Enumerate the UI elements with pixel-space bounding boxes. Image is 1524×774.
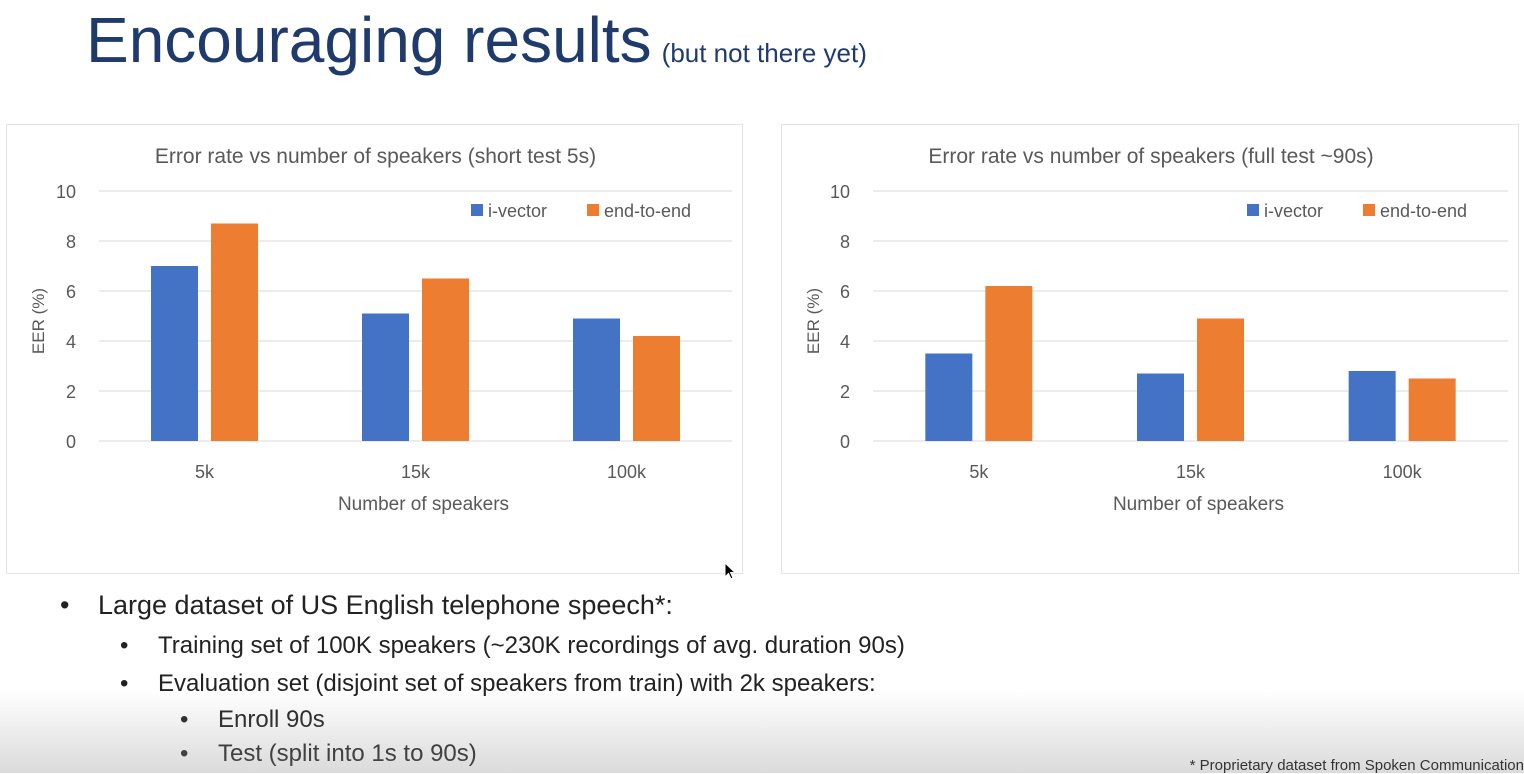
y-tick-label: 8: [840, 232, 850, 252]
legend-swatch: [471, 204, 483, 216]
y-tick-label: 10: [830, 182, 850, 202]
bar-end-to-end-100k: [633, 336, 680, 441]
x-tick-label: 15k: [401, 462, 431, 482]
y-tick-label: 2: [840, 382, 850, 402]
y-axis-label: EER (%): [29, 288, 48, 354]
y-tick-label: 4: [840, 332, 850, 352]
bullet-item-evaluation: • Evaluation set (disjoint set of speake…: [120, 670, 876, 698]
y-tick-label: 2: [66, 382, 76, 402]
bar-i-vector-15k: [1137, 373, 1184, 441]
chart-panel-short-test: Error rate vs number of speakers (short …: [6, 124, 743, 574]
bullet-text: Large dataset of US English telephone sp…: [98, 590, 673, 620]
y-tick-label: 10: [56, 182, 76, 202]
y-tick-label: 0: [66, 432, 76, 452]
slide-subtitle: (but not there yet): [661, 38, 867, 68]
mouse-cursor-icon: [724, 562, 737, 580]
bar-i-vector-15k: [362, 313, 409, 441]
y-axis-label: EER (%): [804, 288, 823, 354]
y-tick-label: 8: [66, 232, 76, 252]
legend-label: end-to-end: [604, 201, 691, 221]
x-tick-label: 15k: [1176, 462, 1206, 482]
x-tick-label: 100k: [607, 462, 647, 482]
bar-end-to-end-100k: [1408, 378, 1456, 441]
bar-end-to-end-5k: [211, 223, 258, 441]
slide-title-text: Encouraging results: [86, 4, 652, 76]
legend-label: i-vector: [1264, 201, 1323, 221]
footnote: * Proprietary dataset from Spoken Commun…: [1189, 757, 1524, 774]
y-tick-label: 6: [66, 282, 76, 302]
bar-i-vector-100k: [1348, 371, 1396, 441]
legend-label: i-vector: [488, 201, 547, 221]
slide-title: Encouraging results (but not there yet): [86, 0, 867, 93]
bullet-dot: •: [60, 590, 70, 620]
chart-title: Error rate vs number of speakers (full t…: [928, 145, 1373, 168]
legend-label: end-to-end: [1380, 201, 1467, 221]
y-tick-label: 6: [840, 282, 850, 302]
bar-i-vector-100k: [573, 318, 620, 441]
chart-panel-full-test: Error rate vs number of speakers (full t…: [781, 124, 1519, 574]
legend-swatch: [1363, 204, 1375, 216]
bullet-dot: •: [120, 632, 129, 659]
bullet-dot: •: [120, 670, 129, 697]
y-tick-label: 0: [840, 432, 850, 452]
bullet-item-enroll: • Enroll 90s: [180, 706, 325, 734]
bar-end-to-end-15k: [1197, 318, 1244, 441]
chart-title: Error rate vs number of speakers (short …: [155, 145, 596, 168]
y-tick-label: 4: [66, 332, 76, 352]
x-tick-label: 5k: [195, 462, 215, 482]
chart-short-test: Error rate vs number of speakers (short …: [29, 145, 732, 515]
legend-swatch: [1247, 204, 1259, 216]
x-tick-label: 5k: [969, 462, 989, 482]
bullet-item-test: • Test (split into 1s to 90s): [180, 740, 477, 768]
x-axis-label: Number of speakers: [338, 494, 509, 515]
chart-full-test: Error rate vs number of speakers (full t…: [804, 145, 1508, 515]
bullet-text: Evaluation set (disjoint set of speakers…: [158, 670, 876, 697]
bar-i-vector-5k: [925, 353, 973, 441]
bullet-text: Enroll 90s: [218, 706, 325, 733]
bullet-text: Training set of 100K speakers (~230K rec…: [158, 632, 905, 659]
x-axis-label: Number of speakers: [1113, 494, 1284, 515]
legend-swatch: [587, 204, 599, 216]
bar-end-to-end-15k: [422, 278, 469, 441]
bullet-text: Test (split into 1s to 90s): [218, 740, 477, 767]
bullet-dot: •: [180, 740, 189, 767]
bullet-item-training: • Training set of 100K speakers (~230K r…: [120, 632, 905, 660]
bar-i-vector-5k: [151, 266, 198, 441]
x-tick-label: 100k: [1383, 462, 1423, 482]
bullet-item-dataset: • Large dataset of US English telephone …: [60, 590, 673, 621]
bar-end-to-end-5k: [985, 286, 1033, 441]
bullet-dot: •: [180, 706, 189, 733]
